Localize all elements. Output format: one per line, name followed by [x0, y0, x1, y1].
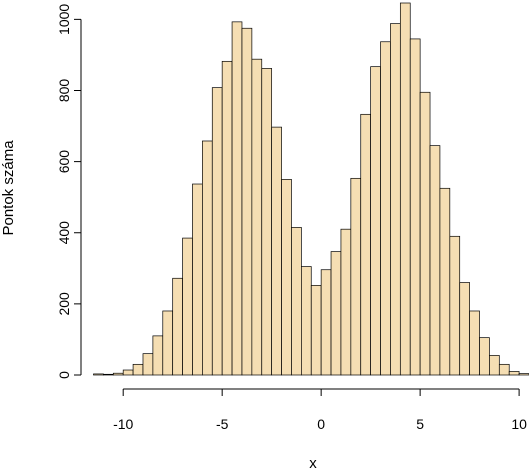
histogram-bar [182, 237, 193, 376]
x-tick-label: 10 [511, 416, 527, 432]
histogram-bar [498, 363, 510, 376]
y-tick-label: 400 [56, 221, 72, 245]
histogram-bar [132, 363, 144, 376]
histogram-bar [409, 38, 421, 376]
histogram-bar [281, 179, 292, 376]
histogram-bars [93, 2, 529, 376]
histogram-bar [340, 228, 352, 376]
y-tick-label: 0 [56, 371, 72, 379]
y-axis-title: Pontok száma [0, 140, 17, 236]
x-tick-label: -10 [113, 416, 133, 432]
x-axis: -10 -5 0 5 10 [113, 388, 527, 432]
histogram-bar [310, 285, 322, 376]
histogram-bar [390, 23, 401, 376]
y-tick-label: 1000 [56, 4, 72, 35]
histogram-bar [370, 66, 381, 376]
histogram-bar [261, 68, 273, 376]
histogram-bar [122, 369, 134, 376]
histogram-bar [419, 91, 431, 376]
histogram-bar [320, 269, 332, 376]
histogram-bar [350, 177, 362, 376]
histogram-bar [231, 21, 243, 376]
histogram-bar [301, 266, 312, 376]
y-tick-label: 600 [56, 150, 72, 174]
histogram-bar [330, 251, 342, 376]
histogram-bar [162, 310, 174, 376]
histogram-bar [291, 227, 302, 376]
histogram-bar [429, 145, 441, 376]
histogram-bar [489, 355, 500, 376]
histogram-bar [479, 337, 490, 376]
histogram-bar [469, 310, 480, 376]
histogram-bar [142, 353, 154, 376]
histogram-bar [508, 371, 520, 376]
y-tick-label: 200 [56, 292, 72, 316]
x-tick-label: 0 [317, 416, 325, 432]
histogram-bar [380, 41, 391, 376]
histogram-bar [399, 2, 411, 376]
x-axis-title: x [309, 455, 317, 472]
histogram-bar [103, 373, 114, 376]
histogram-bar [112, 372, 124, 376]
histogram-bar [202, 140, 213, 376]
histogram-bar [439, 187, 451, 376]
histogram-bar [152, 335, 164, 376]
histogram-bar [93, 373, 104, 376]
y-tick-label: 800 [56, 79, 72, 103]
histogram-bar [241, 27, 253, 376]
histogram-bar [192, 183, 203, 376]
histogram-bar [459, 282, 470, 376]
histogram-bar [172, 277, 183, 376]
histogram-bar [449, 235, 461, 376]
histogram-bar [221, 60, 233, 376]
y-axis: 0 200 400 600 800 1000 [56, 4, 82, 379]
histogram-bar [251, 58, 263, 376]
histogram-bar [271, 126, 282, 376]
histogram-bar [518, 373, 529, 376]
histogram-bar [360, 113, 371, 376]
x-tick-label: 5 [416, 416, 424, 432]
histogram-bar [211, 87, 223, 376]
x-tick-label: -5 [216, 416, 229, 432]
